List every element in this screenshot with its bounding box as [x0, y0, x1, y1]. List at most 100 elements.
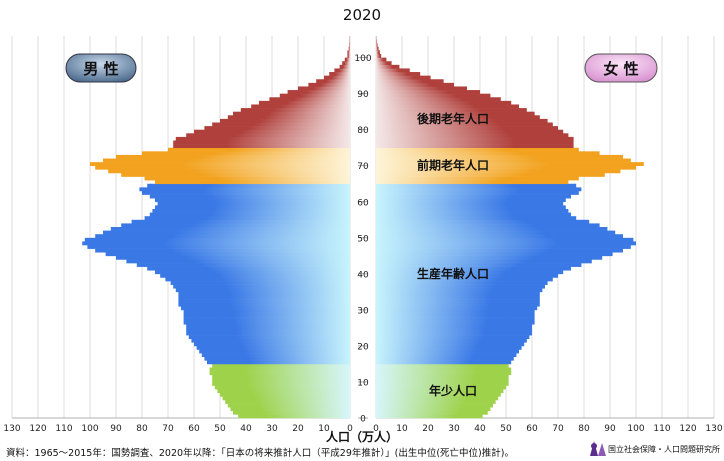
bar-female-age-47 [376, 245, 631, 249]
x-tick-female-0: 0 [373, 424, 379, 434]
bar-male-age-63 [139, 187, 350, 192]
bar-male-age-74 [168, 147, 350, 152]
bar-male-age-81 [212, 122, 350, 127]
bar-male-age-23 [186, 331, 350, 336]
bar-female-age-55 [376, 216, 577, 221]
bar-male-age-83 [227, 115, 350, 120]
age-tick-40: 40 [357, 270, 369, 280]
bar-male-age-84 [233, 111, 350, 116]
bar-female-age-11 [376, 374, 509, 379]
bar-female-age-50 [376, 234, 623, 239]
bar-male-age-39 [160, 273, 350, 278]
bar-female-age-52 [376, 227, 608, 231]
bar-female-age-37 [376, 281, 548, 285]
x-tick-male-30: 30 [266, 424, 278, 434]
bar-female-age-14 [376, 363, 509, 368]
bar-male-age-41 [147, 266, 350, 271]
bar-female-age-21 [376, 338, 527, 343]
bar-male-age-55 [144, 216, 350, 221]
bar-male-age-49 [84, 237, 351, 242]
bar-female-age-12 [376, 371, 512, 376]
bar-female-age-63 [376, 187, 582, 192]
bar-male-age-12 [209, 371, 350, 376]
bar-female-age-88 [376, 97, 501, 102]
bar-female-age-44 [376, 255, 603, 260]
bar-female-age-48 [376, 241, 636, 246]
bar-male-age-33 [178, 295, 350, 300]
bar-male-age-88 [269, 97, 350, 102]
org-name: 国立社会保障・人口問題研究所 [608, 444, 720, 454]
age-group-label-1: 生産年齢人口 [417, 266, 489, 281]
bar-female-age-100 [376, 54, 382, 58]
bar-female-age-79 [376, 129, 564, 134]
bar-male-age-30 [181, 306, 350, 311]
bar-male-age-8 [214, 385, 350, 390]
bar-male-age-62 [142, 190, 350, 195]
x-tick-female-90: 90 [604, 424, 616, 434]
age-tick-50: 50 [357, 234, 369, 244]
bar-female-age-41 [376, 266, 571, 271]
bar-female-age-98 [376, 61, 392, 66]
bar-male-age-54 [131, 219, 350, 224]
bar-male-age-86 [251, 104, 350, 109]
bar-male-age-17 [201, 353, 350, 358]
x-axis-label: 人口（万人） [326, 429, 398, 444]
bar-female-age-93 [376, 79, 444, 84]
bar-female-age-102 [376, 46, 379, 51]
age-group-label-2: 前期老年人口 [417, 158, 489, 173]
bar-male-age-77 [175, 136, 350, 141]
x-tick-male-60: 60 [188, 424, 200, 434]
bar-female-age-25 [376, 324, 532, 329]
age-tick-70: 70 [357, 162, 369, 172]
bar-male-age-99 [344, 57, 350, 62]
bar-female-age-92 [376, 82, 454, 87]
x-tick-male-120: 120 [29, 424, 46, 434]
bar-female-age-46 [376, 248, 623, 253]
bar-male-age-16 [204, 356, 350, 361]
bar-male-age-1 [233, 410, 350, 415]
bar-female-age-8 [376, 385, 506, 390]
bar-female-age-29 [376, 309, 535, 314]
bar-female-age-61 [376, 194, 571, 199]
bar-male-age-38 [165, 277, 350, 282]
bar-female-age-13 [376, 367, 512, 372]
bar-male-age-37 [170, 281, 350, 285]
bar-male-age-58 [155, 205, 350, 210]
bar-female-age-65 [376, 180, 569, 185]
x-tick-female-120: 120 [679, 424, 696, 434]
bar-female-age-28 [376, 313, 535, 318]
bar-male-age-40 [155, 270, 350, 275]
male-badge: 男 性 [65, 53, 137, 83]
bar-female-age-33 [376, 295, 540, 300]
bar-female-age-103 [376, 43, 378, 48]
bar-female-age-78 [376, 133, 569, 138]
bar-female-age-68 [376, 169, 621, 174]
bar-male-age-89 [279, 93, 350, 98]
bar-female-age-86 [376, 104, 519, 109]
bar-male-age-26 [183, 320, 350, 325]
x-tick-female-60: 60 [526, 424, 538, 434]
bar-female-age-87 [376, 100, 512, 105]
bar-female-age-85 [376, 108, 527, 112]
bar-male-age-45 [105, 252, 350, 257]
bar-male-age-48 [82, 241, 350, 246]
bar-female-age-81 [376, 122, 553, 127]
bar-male-age-69 [95, 165, 350, 170]
x-tick-male-110: 110 [55, 424, 72, 434]
bar-female-age-90 [376, 90, 480, 94]
bar-female-age-18 [376, 349, 519, 354]
bar-male-age-94 [324, 75, 350, 80]
x-tick-female-10: 10 [396, 424, 408, 434]
bar-female-age-56 [376, 212, 571, 217]
bar-female-age-38 [376, 277, 553, 282]
bar-male-age-97 [339, 64, 350, 69]
bar-female-age-84 [376, 111, 535, 116]
bar-female-age-39 [376, 273, 558, 278]
bar-female-age-99 [376, 57, 387, 62]
bar-male-age-61 [149, 194, 350, 199]
bar-male-age-21 [191, 338, 350, 343]
bar-female-age-83 [376, 115, 540, 120]
bar-male-age-85 [240, 108, 350, 112]
bar-male-age-47 [87, 245, 351, 249]
